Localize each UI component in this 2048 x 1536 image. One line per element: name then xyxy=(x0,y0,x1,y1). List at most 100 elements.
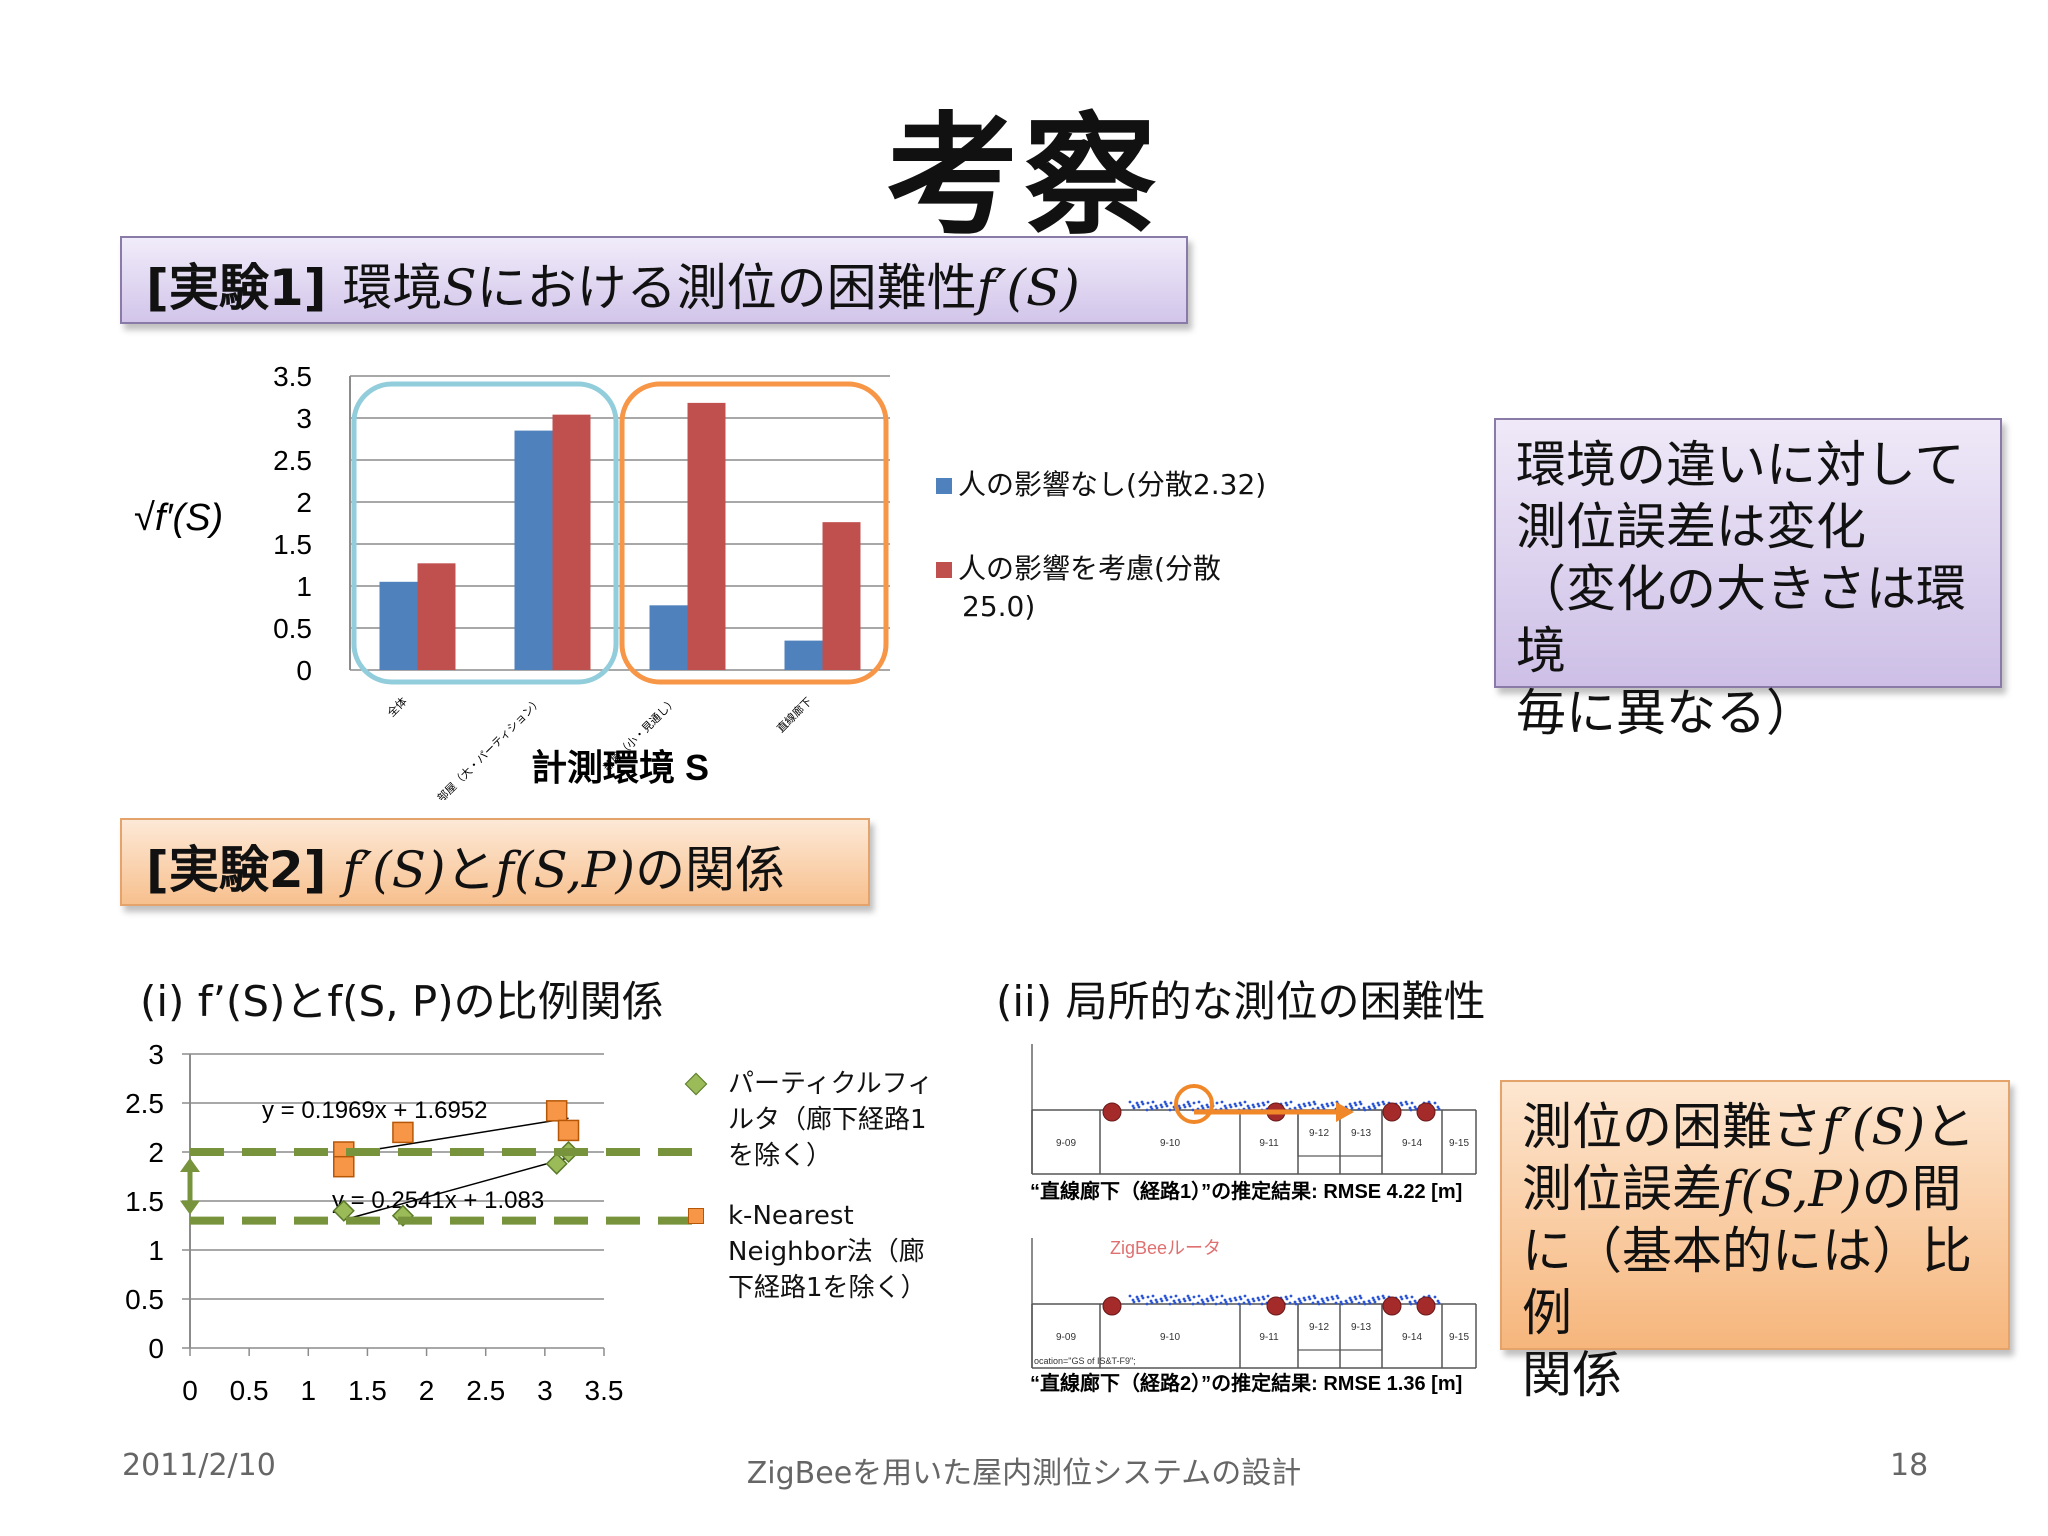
estimate-point xyxy=(1128,1100,1132,1104)
estimate-point xyxy=(1433,1101,1437,1105)
bar-legend-item: 人の影響を考慮(分散 25.0) xyxy=(936,550,1296,626)
estimate-point xyxy=(1371,1102,1375,1106)
footer-date: 2011/2/10 xyxy=(122,1448,276,1483)
estimate-point xyxy=(1205,1103,1209,1107)
estimate-point xyxy=(1408,1106,1412,1110)
scatter-legend: パーティクルフィ ルタ（廊下経路1 を除く） k-Nearest Neighbor法（廊… xyxy=(680,1066,980,1330)
point-pf xyxy=(545,1152,568,1175)
estimate-point xyxy=(1146,1101,1150,1105)
estimate-point xyxy=(1168,1302,1172,1306)
trendline-0 xyxy=(343,1157,569,1221)
estimate-point xyxy=(1367,1105,1371,1109)
estimate-point xyxy=(1399,1101,1403,1105)
estimate-point xyxy=(1192,1295,1196,1299)
y-tick-label: 0 xyxy=(296,655,312,686)
estimate-point xyxy=(1243,1100,1247,1104)
x-tick-label: 3 xyxy=(537,1375,553,1406)
trendline-equation-knn: y = 0.1969x + 1.6952 xyxy=(262,1097,488,1124)
exp1-heading-func: f′(S) xyxy=(976,259,1080,317)
estimate-point xyxy=(1215,1295,1219,1299)
estimate-point xyxy=(1223,1298,1227,1302)
estimate-point xyxy=(1436,1105,1440,1109)
room-group-highlight xyxy=(351,381,619,685)
estimate-point xyxy=(1413,1299,1417,1303)
router-label: ZigBeeルータ xyxy=(1110,1238,1221,1258)
x-tick-label: 2.5 xyxy=(466,1375,505,1406)
point-knn xyxy=(333,1155,355,1178)
estimate-point xyxy=(1197,1100,1201,1104)
exp2-heading-post: の関係 xyxy=(635,841,786,899)
error-arrow-head xyxy=(1336,1102,1354,1122)
estimate-point xyxy=(1191,1302,1195,1306)
room-label: 9-13 xyxy=(1351,1322,1371,1333)
zigbee-router-marker xyxy=(1266,1296,1286,1316)
exp1-heading: [実験1] 環境Sにおける測位の困難性f′(S) xyxy=(122,238,1186,320)
estimate-point xyxy=(1404,1294,1408,1298)
estimate-point xyxy=(1135,1101,1139,1105)
x-tick-label: 1 xyxy=(300,1375,316,1406)
estimate-point xyxy=(1151,1100,1155,1104)
x-tick-label: 3.5 xyxy=(585,1375,624,1406)
x-axis-title: 計測環境 S xyxy=(531,747,709,788)
estimate-point xyxy=(1357,1107,1361,1111)
point-knn xyxy=(557,1119,580,1142)
estimate-point xyxy=(1174,1294,1178,1298)
estimate-point xyxy=(1251,1103,1255,1107)
estimate-point xyxy=(1284,1101,1288,1105)
estimate-point xyxy=(1215,1101,1219,1105)
estimate-point xyxy=(1293,1106,1297,1110)
estimate-point xyxy=(1381,1294,1385,1298)
y-tick-label: 2.5 xyxy=(273,445,312,476)
note2-line-3: に（基本的には）比例 xyxy=(1522,1222,1972,1342)
estimate-point xyxy=(1362,1106,1366,1110)
exp1-heading-var: S xyxy=(442,259,477,317)
bar-legend: 人の影響なし(分散2.32) 人の影響を考慮(分散 25.0) xyxy=(936,466,1296,672)
estimate-point xyxy=(1320,1297,1324,1301)
estimate-point xyxy=(1307,1295,1311,1299)
bar-people-3 xyxy=(822,522,861,670)
bar-legend-label: 25.0) xyxy=(962,590,1036,623)
exp1-heading-mid: における測位の困難性 xyxy=(476,259,977,317)
range-arrow-head-up xyxy=(180,1158,200,1172)
estimate-point xyxy=(1131,1104,1135,1108)
estimate-point xyxy=(1154,1104,1158,1108)
estimate-point xyxy=(1172,1299,1176,1303)
estimate-point xyxy=(1344,1299,1348,1303)
estimate-point xyxy=(1246,1298,1250,1302)
estimate-point xyxy=(1220,1294,1224,1298)
x-tick-label: 2 xyxy=(419,1375,435,1406)
estimate-point xyxy=(1131,1298,1135,1302)
estimate-point xyxy=(1214,1302,1218,1306)
room-label: 9-09 xyxy=(1056,1332,1076,1343)
estimate-point xyxy=(1348,1102,1352,1106)
point-knn xyxy=(545,1100,568,1122)
map2-small-label: ocation="GS of IS&T-F9"; xyxy=(1034,1356,1136,1366)
estimate-point xyxy=(1404,1100,1408,1104)
range-arrow-head-down xyxy=(180,1200,200,1215)
estimate-point xyxy=(1251,1297,1255,1301)
bar-legend-label: 人の影響なし(分散2.32) xyxy=(936,466,1296,504)
x-category-label: 直線廊下 xyxy=(774,694,815,735)
estimate-point xyxy=(1312,1100,1316,1104)
estimate-point xyxy=(1358,1100,1362,1104)
y-tick-label: 3 xyxy=(148,1039,164,1070)
estimate-point xyxy=(1357,1301,1361,1305)
estimate-point xyxy=(1410,1295,1414,1299)
estimate-point xyxy=(1289,1100,1293,1104)
estimate-point xyxy=(1140,1100,1144,1104)
estimate-point xyxy=(1243,1294,1247,1298)
note-environment-variation: 環境の違いに対して 測位誤差は変化 （変化の大きさは環境 毎に異なる） xyxy=(1494,418,2002,742)
estimate-point xyxy=(1288,1301,1292,1305)
estimate-point xyxy=(1163,1100,1167,1104)
estimate-point xyxy=(1220,1100,1224,1104)
legend-square-marker xyxy=(688,1208,704,1224)
estimate-point xyxy=(1312,1294,1316,1298)
estimate-point xyxy=(1192,1101,1196,1105)
estimate-point xyxy=(1376,1295,1380,1299)
bar-people-0 xyxy=(417,563,456,670)
room-label: 9-11 xyxy=(1259,1332,1279,1343)
estimate-point xyxy=(1228,1103,1232,1107)
x-category-label: 部屋（大・パーティション） xyxy=(434,694,545,800)
y-tick-label: 3 xyxy=(296,403,312,434)
